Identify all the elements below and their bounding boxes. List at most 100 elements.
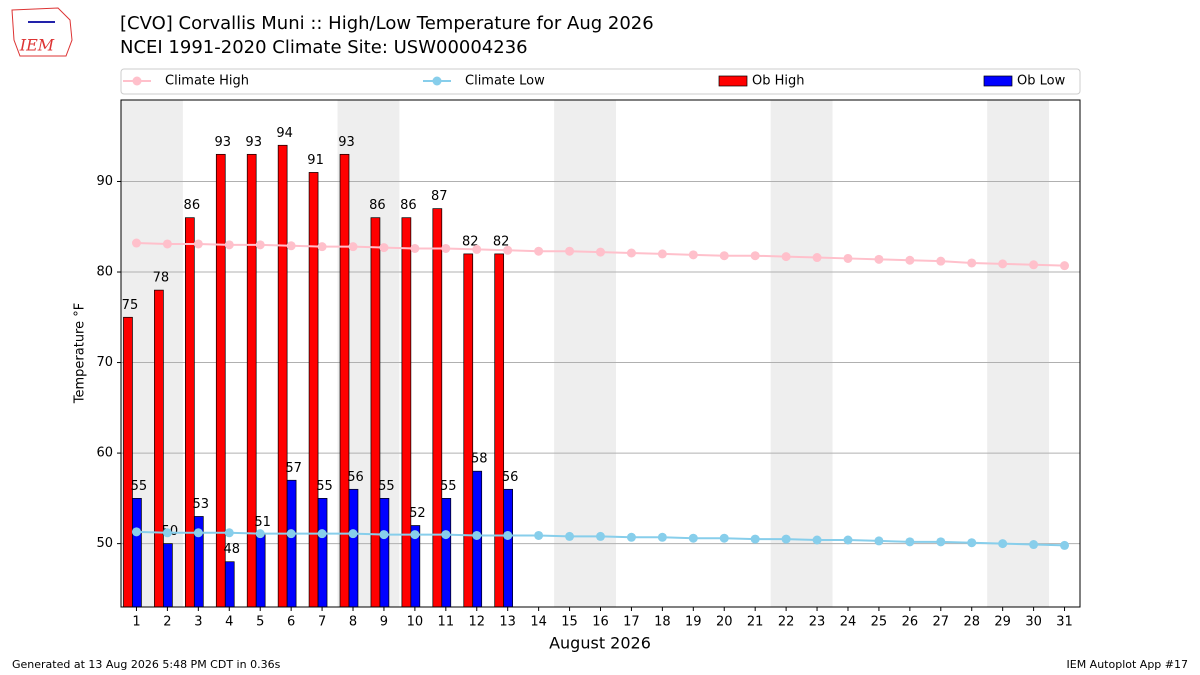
line-marker <box>596 531 605 541</box>
line-marker <box>410 243 420 253</box>
chart-subtitle: NCEI 1991-2020 Climate Site: USW00004236 <box>120 37 528 58</box>
line-marker <box>874 536 884 546</box>
line-marker <box>255 529 265 539</box>
x-tick-label: 15 <box>561 615 578 630</box>
line-marker <box>193 528 203 538</box>
bar-value-label: 48 <box>223 542 240 557</box>
bar-value-label: 51 <box>254 515 271 530</box>
bar <box>246 153 257 608</box>
x-tick-label: 31 <box>1056 615 1073 630</box>
line-marker <box>534 246 544 256</box>
line-marker <box>781 534 791 544</box>
legend-label: Ob High <box>752 74 805 89</box>
y-tick-label: 70 <box>96 355 113 370</box>
line-marker <box>874 254 884 264</box>
x-tick-label: 24 <box>840 615 857 630</box>
x-tick-label: 17 <box>623 615 640 630</box>
line-marker <box>1029 540 1039 550</box>
bar <box>132 498 142 608</box>
line-marker <box>162 239 172 249</box>
bar <box>432 208 443 608</box>
bar <box>154 289 164 608</box>
x-tick-label: 12 <box>468 615 485 630</box>
x-tick-label: 26 <box>902 615 919 630</box>
bar-value-label: 86 <box>369 198 386 213</box>
chart-title: [CVO] Corvallis Muni :: High/Low Tempera… <box>120 13 654 34</box>
line-marker <box>348 242 358 252</box>
bar <box>494 253 505 608</box>
bar <box>503 488 513 608</box>
bar <box>224 561 235 608</box>
line-marker <box>410 530 420 540</box>
line-marker <box>131 527 141 537</box>
bar-value-label: 55 <box>378 479 395 494</box>
bar-value-label: 57 <box>285 461 302 476</box>
bar-value-label: 53 <box>193 497 210 512</box>
legend: Climate High Climate Low Ob High Ob Low <box>120 68 1081 95</box>
line-marker <box>441 243 451 253</box>
line-marker <box>967 258 977 268</box>
line-marker <box>379 530 389 540</box>
line-marker <box>750 251 760 261</box>
x-tick-label: 7 <box>318 615 326 630</box>
bar-value-label: 78 <box>153 271 170 286</box>
y-tick-label: 90 <box>96 174 113 189</box>
bar-value-label: 75 <box>122 298 139 313</box>
line-marker <box>286 529 296 539</box>
footer-right: IEM Autoplot App #17 <box>1067 658 1189 671</box>
bar-value-label: 94 <box>276 126 293 141</box>
bar-value-label: 58 <box>471 452 488 467</box>
bar-value-label: 55 <box>316 479 333 494</box>
x-tick-label: 1 <box>132 615 140 630</box>
line-marker <box>688 533 698 543</box>
bar-value-label: 93 <box>245 135 262 150</box>
bar-value-label: 91 <box>307 153 324 168</box>
x-tick-label: 10 <box>407 615 424 630</box>
legend-marker <box>132 76 142 86</box>
line-marker <box>688 250 698 260</box>
bar <box>163 543 173 608</box>
x-tick-label: 27 <box>933 615 950 630</box>
x-tick-label: 2 <box>163 615 171 630</box>
line-marker <box>317 242 327 252</box>
bar-value-label: 55 <box>131 479 148 494</box>
bar <box>215 153 226 608</box>
bar-value-label: 55 <box>440 479 457 494</box>
line-marker <box>905 537 915 547</box>
logo-text: IEM <box>19 36 55 55</box>
y-tick-label: 80 <box>96 265 113 280</box>
bar <box>401 217 412 608</box>
bar <box>123 316 133 608</box>
y-axis-label: Temperature °F <box>73 303 88 404</box>
legend-swatch <box>718 75 748 87</box>
logo: IEM <box>11 7 73 57</box>
line-marker <box>719 251 729 261</box>
line-marker <box>317 529 327 539</box>
line-marker <box>781 252 791 262</box>
x-tick-label: 23 <box>809 615 826 630</box>
x-tick-label: 25 <box>871 615 888 630</box>
weekend-shade <box>987 100 1050 607</box>
bar <box>255 534 266 608</box>
bar <box>348 488 359 608</box>
bar-value-label: 52 <box>409 506 426 521</box>
line-marker <box>255 240 265 250</box>
x-tick-label: 18 <box>654 615 671 630</box>
line-marker <box>998 259 1008 269</box>
x-tick-label: 4 <box>225 615 233 630</box>
x-tick-label: 13 <box>499 615 516 630</box>
x-tick-label: 21 <box>747 615 764 630</box>
line-marker <box>503 245 513 255</box>
plot-frame <box>120 99 1081 608</box>
x-tick-label: 6 <box>287 615 295 630</box>
bar-value-label: 82 <box>493 234 510 249</box>
line-marker <box>193 239 203 249</box>
x-tick-label: 14 <box>530 615 547 630</box>
line-marker <box>224 528 234 538</box>
line-marker <box>936 256 946 266</box>
bar <box>370 217 381 608</box>
x-tick-label: 19 <box>685 615 702 630</box>
x-tick-label: 5 <box>256 615 264 630</box>
line-marker <box>936 537 946 547</box>
